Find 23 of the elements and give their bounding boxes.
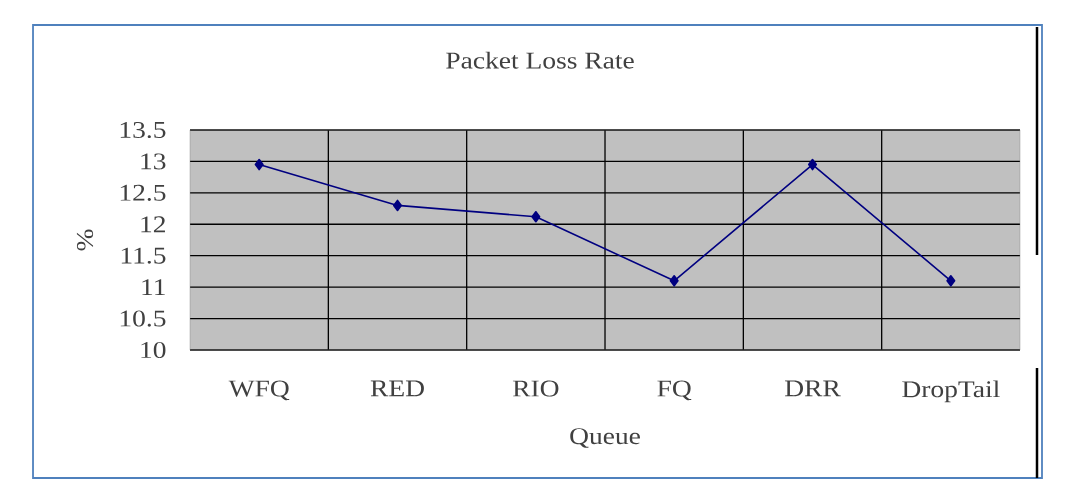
x-tick-label: DropTail [902,380,1000,403]
point [531,210,541,223]
x-axis-title: Queue [570,428,640,448]
point [807,158,818,171]
y-tick-label: 11 [142,279,165,296]
y-tick-label: 13 [141,153,166,170]
point [946,275,956,287]
x-tick-label: WFQ [228,380,290,401]
point [669,275,679,287]
y-tick-label: 10 [141,341,166,359]
point [392,199,403,212]
x-tick-label: DRR [785,380,841,397]
y-tick-label: 11.5 [121,247,166,264]
chart-title: Packet Loss Rate [446,51,634,69]
point [254,158,264,171]
y-tick-label: 13.5 [120,121,166,139]
x-tick-label: RED [370,380,424,397]
y-tick-label: 10.5 [120,310,166,327]
y-tick-label: 12 [141,216,165,233]
y-tick-label: 12.5 [120,184,166,201]
x-tick-label: RIO [512,380,559,397]
y-axis-title: % [76,229,94,251]
x-tick-label: FQ [657,380,692,401]
